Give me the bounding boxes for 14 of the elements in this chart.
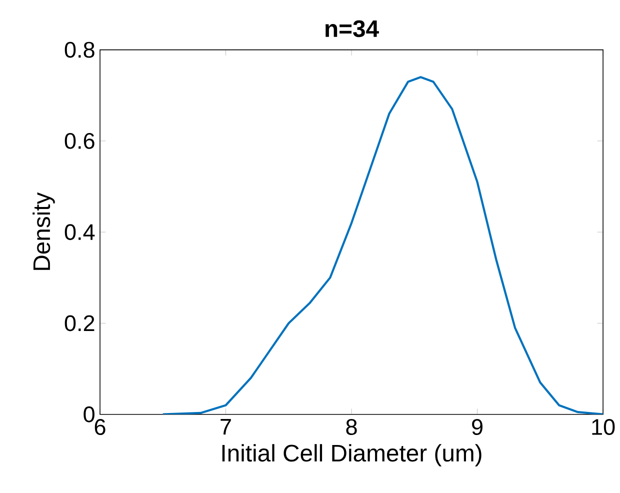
y-tick-label: 0.4 — [64, 224, 95, 240]
x-tick-label: 7 — [220, 418, 231, 434]
chart-title: n=34 — [326, 20, 379, 38]
y-tick-label: 0.6 — [64, 132, 94, 149]
y-tick-label: 0.2 — [64, 315, 94, 332]
line-series — [162, 76, 604, 414]
x-tick-label: 10 — [592, 418, 615, 435]
x-tick-label: 9 — [472, 418, 482, 435]
x-tick-label: 6 — [94, 418, 106, 435]
x-axis-title: Initial Cell Diameter (um) — [222, 444, 482, 466]
y-tick-label: 0.8 — [64, 42, 94, 58]
y-tick-label: 0 — [84, 406, 94, 422]
y-axis-title: Density — [32, 192, 55, 270]
x-tick-label: 8 — [346, 418, 357, 435]
